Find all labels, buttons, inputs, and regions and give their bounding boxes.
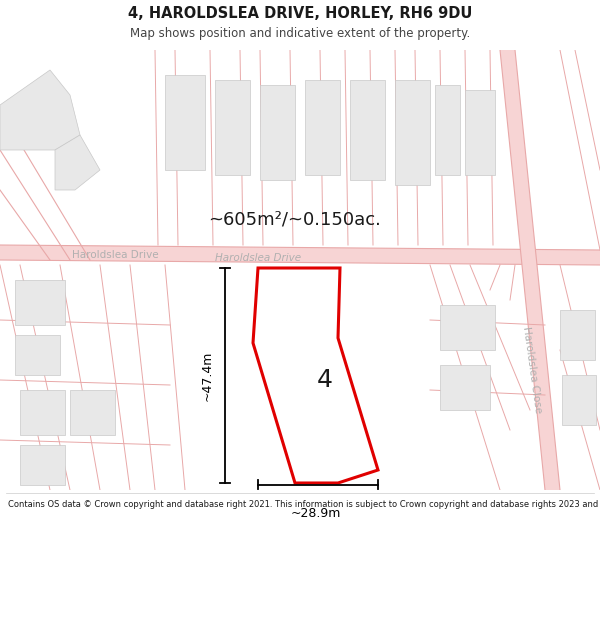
Polygon shape bbox=[350, 80, 385, 180]
Polygon shape bbox=[562, 375, 596, 425]
Polygon shape bbox=[55, 135, 100, 190]
Polygon shape bbox=[0, 245, 600, 265]
Polygon shape bbox=[165, 75, 205, 170]
Text: ~28.9m: ~28.9m bbox=[291, 507, 341, 520]
Text: 4: 4 bbox=[317, 368, 333, 392]
Polygon shape bbox=[500, 50, 560, 490]
Polygon shape bbox=[435, 85, 460, 175]
Polygon shape bbox=[20, 445, 65, 485]
Polygon shape bbox=[70, 390, 115, 435]
Text: ~605m²/~0.150ac.: ~605m²/~0.150ac. bbox=[209, 211, 382, 229]
Polygon shape bbox=[440, 305, 495, 350]
Polygon shape bbox=[215, 80, 250, 175]
Polygon shape bbox=[15, 335, 60, 375]
Text: ~47.4m: ~47.4m bbox=[200, 350, 214, 401]
Text: Haroldslea Drive: Haroldslea Drive bbox=[215, 253, 301, 263]
Polygon shape bbox=[395, 80, 430, 185]
Polygon shape bbox=[0, 70, 80, 150]
Text: Haroldslea Close: Haroldslea Close bbox=[521, 326, 543, 414]
Polygon shape bbox=[253, 268, 378, 483]
Polygon shape bbox=[560, 310, 595, 360]
Polygon shape bbox=[440, 365, 490, 410]
Text: 4, HAROLDSLEA DRIVE, HORLEY, RH6 9DU: 4, HAROLDSLEA DRIVE, HORLEY, RH6 9DU bbox=[128, 6, 472, 21]
Polygon shape bbox=[20, 390, 65, 435]
Text: Haroldslea Drive: Haroldslea Drive bbox=[72, 250, 158, 260]
Polygon shape bbox=[15, 280, 65, 325]
Text: Map shows position and indicative extent of the property.: Map shows position and indicative extent… bbox=[130, 28, 470, 41]
Polygon shape bbox=[305, 80, 340, 175]
Text: Contains OS data © Crown copyright and database right 2021. This information is : Contains OS data © Crown copyright and d… bbox=[8, 500, 600, 509]
Polygon shape bbox=[465, 90, 495, 175]
Polygon shape bbox=[260, 85, 295, 180]
